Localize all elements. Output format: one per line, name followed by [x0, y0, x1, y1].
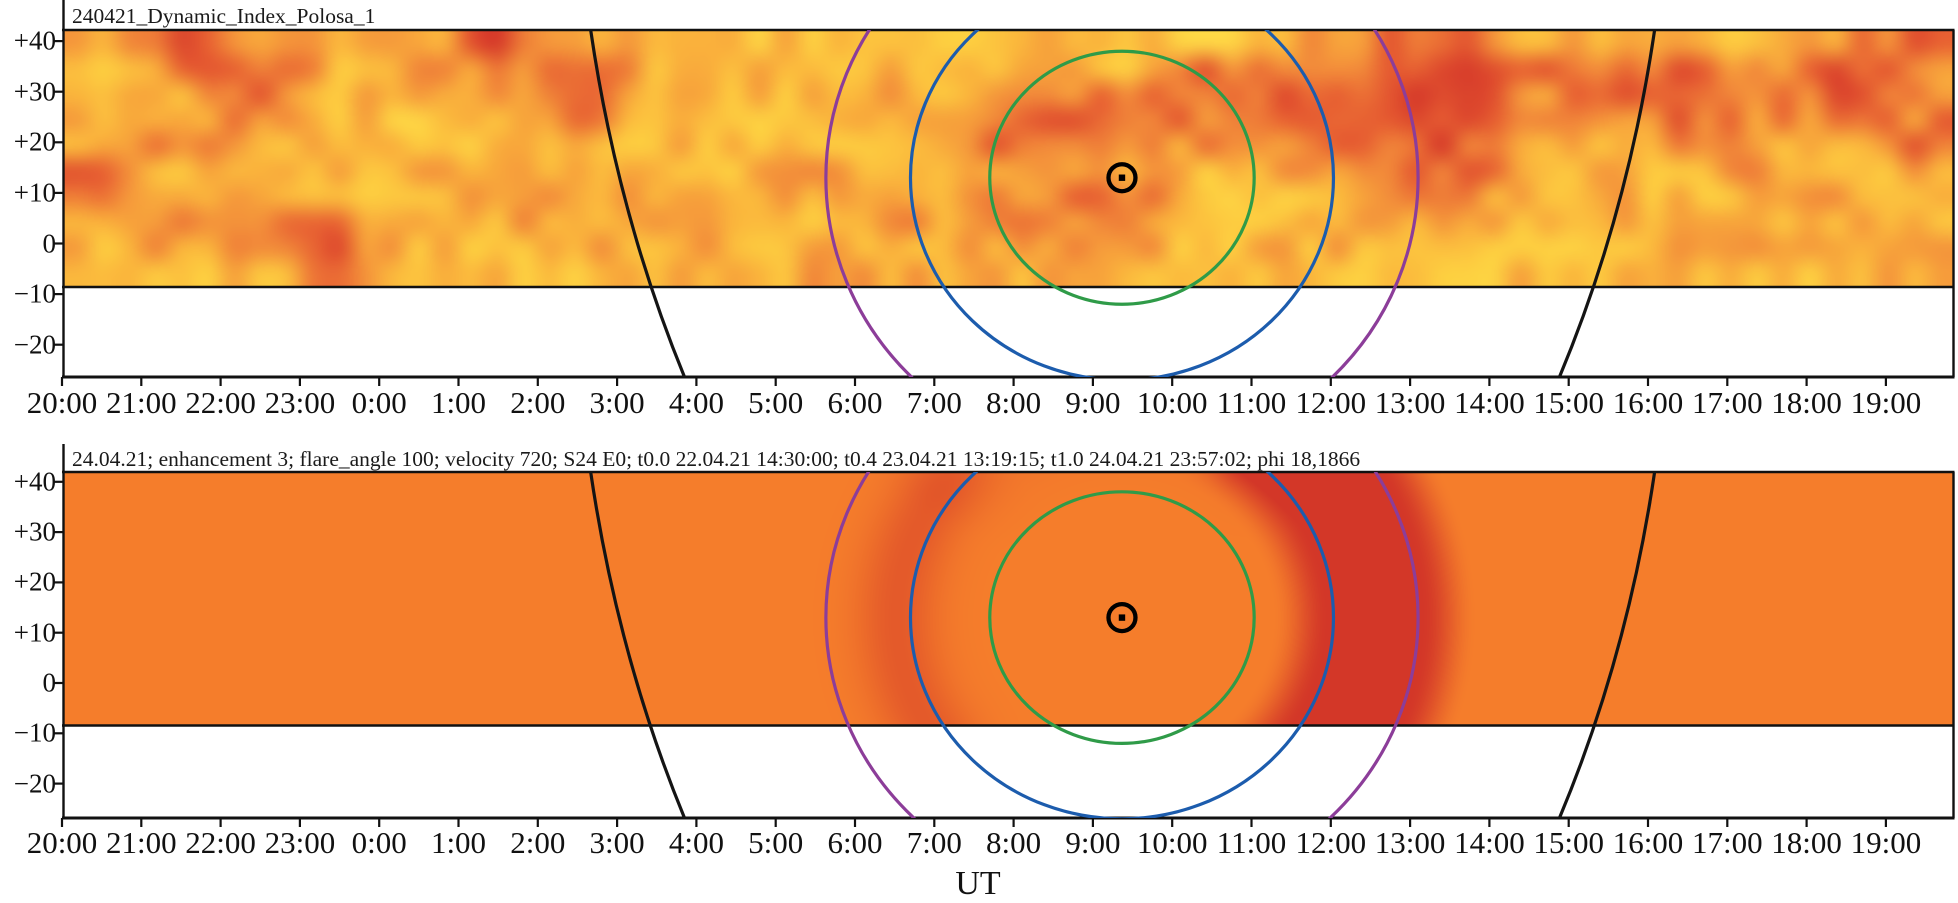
circle-inner [988, 49, 1256, 306]
y-tick-label: 0 [42, 228, 57, 258]
x-tick-label: 21:00 [105, 385, 177, 420]
circle-outer [824, 30, 1420, 377]
x-tick-label: 8:00 [986, 825, 1042, 860]
x-tick-label: 17:00 [1691, 385, 1763, 420]
x-tick-label: 7:00 [906, 825, 962, 860]
y-tick-label: +20 [13, 126, 56, 157]
sun-icon [1106, 601, 1138, 634]
x-tick-label: 12:00 [1295, 385, 1367, 420]
x-tick-label: 12:00 [1295, 825, 1367, 860]
x-tick-label: 19:00 [1850, 385, 1922, 420]
x-tick-label: 9:00 [1065, 385, 1121, 420]
x-tick-label: 22:00 [185, 825, 256, 860]
sun-center-dot [1118, 174, 1126, 181]
x-tick-label: 14:00 [1454, 825, 1525, 860]
y-tick-label: +30 [13, 516, 56, 547]
x-tick-label: 11:00 [1216, 825, 1287, 860]
x-tick-label: 2:00 [510, 385, 566, 420]
x-tick-label: 23:00 [264, 385, 336, 420]
x-axis-title: UT [955, 865, 1001, 902]
x-tick-label: 9:00 [1065, 825, 1121, 860]
y-tick-label: 0 [42, 667, 57, 698]
y-tick-label: +40 [13, 25, 56, 56]
x-tick-label: 18:00 [1771, 385, 1842, 420]
x-tick-label: 23:00 [264, 825, 336, 860]
panel-top-title: 240421_Dynamic_Index_Polosa_1 [72, 4, 376, 28]
x-tick-label: 20:00 [26, 385, 98, 420]
x-tick-label: 10:00 [1136, 385, 1208, 420]
x-tick-label: 5:00 [748, 825, 804, 860]
x-tick-label: 4:00 [668, 385, 724, 420]
circle-middle [908, 472, 1336, 818]
x-tick-label: 3:00 [589, 385, 645, 420]
x-tick-label: 1:00 [430, 385, 487, 420]
x-tick-label: 0:00 [351, 825, 407, 860]
x-tick-label: 16:00 [1612, 825, 1684, 860]
y-tick-label: −20 [13, 329, 56, 360]
y-tick-label: +30 [13, 76, 56, 107]
circle-inner [988, 490, 1256, 746]
y-tick-label: −10 [13, 278, 56, 309]
overlay-group [589, 472, 1657, 818]
x-tick-label: 16:00 [1612, 385, 1684, 420]
y-tick-label: +10 [13, 617, 56, 648]
x-tick-label: 15:00 [1533, 825, 1604, 860]
overlay-group [589, 30, 1657, 377]
limb-line-right [1557, 472, 1657, 818]
x-tick-label: 13:00 [1374, 385, 1446, 420]
x-tick-label: 3:00 [589, 825, 645, 860]
x-tick-label: 20:00 [26, 825, 98, 860]
panel-bottom-title: 24.04.21; enhancement 3; flare_angle 100… [72, 447, 1361, 471]
y-tick-label: −10 [13, 717, 56, 748]
x-tick-label: 6:00 [827, 385, 883, 420]
x-tick-label: 5:00 [748, 385, 804, 420]
x-tick-label: 18:00 [1771, 825, 1842, 860]
limb-line-right [1557, 30, 1657, 377]
y-tick-label: +20 [13, 566, 56, 597]
limb-line-left [589, 472, 686, 818]
y-tick-label: +10 [13, 177, 56, 208]
x-tick-label: 19:00 [1850, 825, 1922, 860]
y-tick-label: −20 [13, 768, 56, 799]
x-tick-label: 8:00 [986, 385, 1042, 420]
x-tick-label: 0:00 [351, 385, 407, 420]
x-tick-label: 6:00 [827, 825, 883, 860]
y-tick-label: +40 [13, 466, 56, 497]
circle-outer [824, 472, 1420, 818]
x-tick-label: 14:00 [1454, 385, 1525, 420]
limb-line-left [589, 30, 686, 377]
sun-center-dot [1118, 614, 1126, 621]
circle-middle [908, 30, 1336, 377]
x-tick-label: 1:00 [430, 825, 487, 860]
x-tick-label: 7:00 [906, 385, 962, 420]
x-tick-label: 22:00 [185, 385, 256, 420]
x-tick-label: 4:00 [668, 825, 724, 860]
x-tick-label: 11:00 [1216, 385, 1287, 420]
x-tick-label: 10:00 [1136, 825, 1208, 860]
x-tick-label: 15:00 [1533, 385, 1604, 420]
x-tick-label: 21:00 [105, 825, 177, 860]
x-tick-label: 13:00 [1374, 825, 1446, 860]
x-tick-label: 2:00 [510, 825, 566, 860]
x-tick-label: 17:00 [1691, 825, 1763, 860]
sun-icon [1106, 162, 1138, 194]
